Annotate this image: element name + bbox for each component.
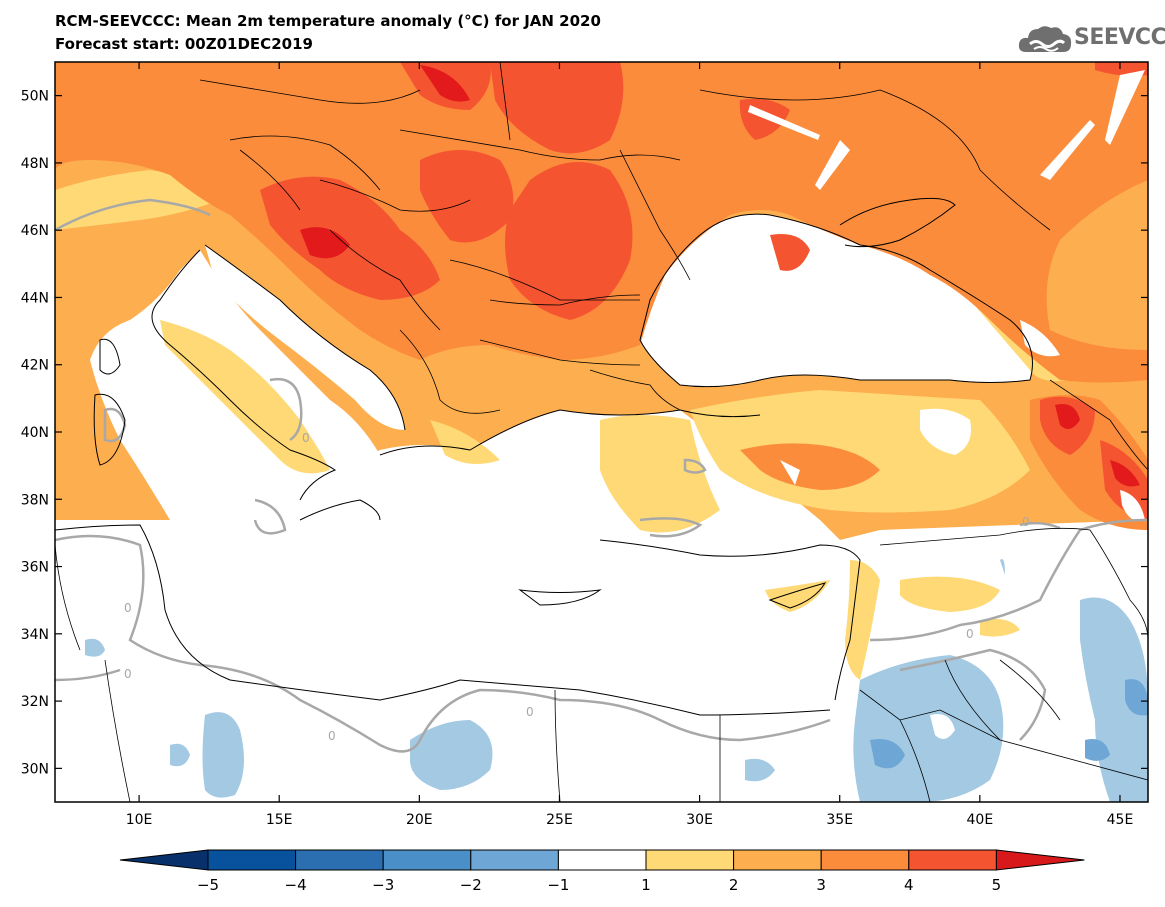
zero-label: 0 <box>124 667 132 681</box>
colorbar-label: 1 <box>641 876 651 894</box>
colorbar-label: 4 <box>904 876 914 894</box>
lat-tick-label: 32N <box>21 694 49 710</box>
lon-tick-label: 10E <box>126 812 153 828</box>
lat-tick-label: 30N <box>21 761 49 777</box>
lat-tick-label: 36N <box>21 560 49 576</box>
lon-tick-label: 25E <box>546 812 573 828</box>
latitude-axis: 50N 48N 46N 44N 42N 40N 38N 36N 34N 32N 30N <box>21 89 1148 777</box>
lon-tick-label: 35E <box>826 812 853 828</box>
colorbar-box <box>382 849 472 871</box>
colorbar-box <box>207 849 297 871</box>
zero-label: 0 <box>124 601 132 615</box>
forecast-start: Forecast start: 00Z01DEC2019 <box>55 35 313 53</box>
colorbar-label: −3 <box>372 876 394 894</box>
colorbar-label: −5 <box>197 876 219 894</box>
zero-contour-labels: 0 0 0 0 0 0 0 <box>124 431 1030 743</box>
lat-tick-label: 44N <box>21 290 49 306</box>
zero-label: 0 <box>526 705 534 719</box>
colorbar-box <box>908 849 997 871</box>
lat-tick-label: 48N <box>21 156 49 172</box>
colorbar-box <box>557 849 647 871</box>
colorbar-under-triangle <box>119 849 209 871</box>
colorbar-box <box>645 849 735 871</box>
colorbar-box <box>295 849 384 871</box>
lon-tick-label: 30E <box>686 812 713 828</box>
zero-label: 0 <box>302 431 310 445</box>
lon-tick-label: 45E <box>1107 812 1134 828</box>
cloud-logo-icon <box>1018 26 1072 52</box>
lat-tick-label: 50N <box>21 89 49 105</box>
anomaly-field: 0 0 0 0 0 0 0 <box>55 62 1148 802</box>
colorbar-label: 3 <box>816 876 826 894</box>
lat-tick-label: 38N <box>21 492 49 508</box>
colorbar-label: −1 <box>547 876 569 894</box>
longitude-axis: 10E 15E 20E 25E 30E 35E 40E 45E <box>126 62 1134 828</box>
colorbar-box <box>470 849 559 871</box>
lon-tick-label: 40E <box>967 812 994 828</box>
colorbar-label: −4 <box>285 876 307 894</box>
lat-tick-label: 34N <box>21 627 49 643</box>
logo-text: SEEVCCC <box>1074 25 1165 50</box>
lat-tick-label: 42N <box>21 358 49 374</box>
colorbar: −5 −4 −3 −2 −1 1 2 3 4 5 <box>119 849 1085 894</box>
zero-contours <box>55 198 1148 753</box>
map-title: RCM-SEEVCCC: Mean 2m temperature anomaly… <box>55 12 601 30</box>
colorbar-label: −2 <box>460 876 482 894</box>
zero-label: 0 <box>1022 515 1030 529</box>
zero-label: 0 <box>966 627 974 641</box>
lon-tick-label: 15E <box>266 812 293 828</box>
colorbar-over-triangle <box>995 849 1085 871</box>
lon-tick-label: 20E <box>406 812 433 828</box>
colorbar-box <box>820 849 910 871</box>
colorbar-box <box>733 849 822 871</box>
coastlines <box>55 197 1033 716</box>
country-borders <box>55 62 1148 802</box>
zero-label: 0 <box>328 729 336 743</box>
lat-tick-label: 46N <box>21 223 49 239</box>
colorbar-label: 2 <box>729 876 739 894</box>
lat-tick-label: 40N <box>21 425 49 441</box>
seevccc-logo: SEEVCCC <box>1018 22 1165 56</box>
colorbar-label: 5 <box>992 876 1002 894</box>
